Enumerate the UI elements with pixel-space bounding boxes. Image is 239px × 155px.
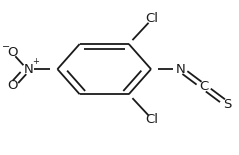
Text: +: + — [33, 57, 39, 66]
Text: O: O — [8, 46, 18, 59]
Text: C: C — [199, 80, 208, 93]
Text: O: O — [8, 79, 18, 92]
Text: Cl: Cl — [146, 113, 159, 126]
Text: N: N — [175, 63, 185, 76]
Text: Cl: Cl — [146, 12, 159, 25]
Text: N: N — [23, 63, 33, 76]
Text: S: S — [223, 98, 231, 111]
Text: −: − — [2, 42, 10, 52]
